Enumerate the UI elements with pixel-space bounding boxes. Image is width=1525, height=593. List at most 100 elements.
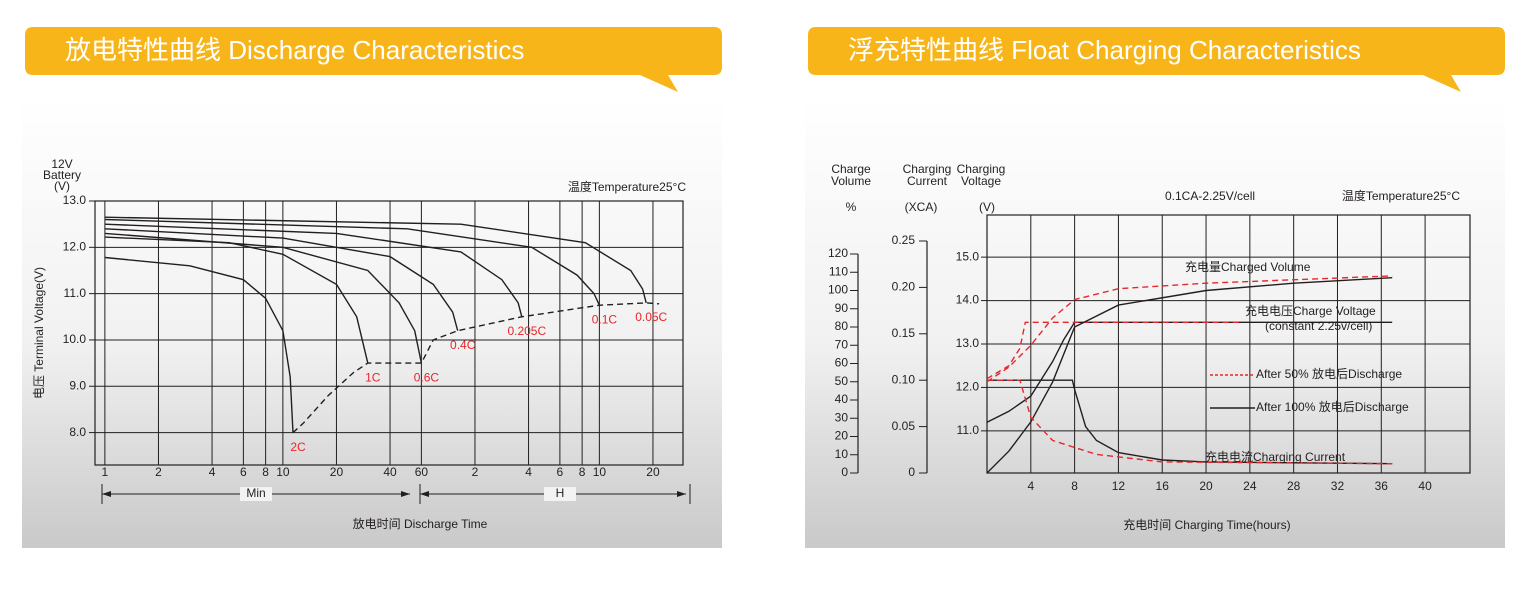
curve-label: 0.205C [507,324,546,338]
x-tick-label: 10 [276,465,290,479]
charge-curve [987,379,1393,465]
axis-title: (V) [54,179,70,193]
header-title: 放电特性曲线 Discharge Characteristics [65,35,524,65]
annotation: 温度Temperature25°C [1342,188,1461,203]
x-tick-label: 16 [1156,479,1170,493]
curve-label: 充电量Charged Volume [1185,259,1311,274]
range-label-bg [544,487,576,501]
x-axis-label: 放电时间 Discharge Time [353,516,488,531]
y-tick-label: 40 [835,392,849,406]
curve-label: 1C [365,370,381,384]
y-tick-label: 13.0 [956,336,980,350]
header-banner [25,27,722,92]
axis-title: Battery [43,168,81,182]
axis-title: (XCA) [905,200,938,214]
y-tick-label: 0 [908,465,915,479]
x-tick-label: 6 [240,465,247,479]
y-tick-label: 50 [835,374,849,388]
x-tick-label: 8 [1071,479,1078,493]
range-label-bg [240,487,272,501]
y-tick-label: 11.0 [64,286,87,300]
axis-title: Charging [957,162,1006,176]
y-tick-label: 15.0 [956,249,980,263]
y-tick-label: 0 [841,465,848,479]
x-tick-label: 28 [1287,479,1301,493]
x-tick-label: 4 [209,465,216,479]
x-tick-label: 40 [383,465,397,479]
header-title: 浮充特性曲线 Float Charging Characteristics [848,35,1361,65]
curve-label: 充电电压Charge Voltage [1245,303,1376,318]
discharge-curve [104,216,647,304]
y-tick-label: 8.0 [69,425,86,439]
curve-label: 0.1C [592,312,618,326]
panel [22,95,722,548]
y-tick-label: 70 [835,337,849,351]
x-axis-label: 充电时间 Charging Time(hours) [1123,517,1290,532]
x-tick-label: 36 [1375,479,1389,493]
discharge-curve [104,232,423,364]
y-tick-label: 100 [828,283,848,297]
y-tick-label: 0.10 [892,372,916,386]
y-tick-label: 10 [835,447,849,461]
x-tick-label: 6 [557,465,564,479]
header-banner [808,27,1505,92]
x-tick-label: 1 [102,465,109,479]
y-tick-label: 20 [835,429,849,443]
x-tick-label: 8 [262,465,269,479]
y-tick-label: 60 [835,356,849,370]
x-tick-label: 40 [1418,479,1432,493]
y-tick-label: 0.20 [892,280,916,294]
range-label: Min [246,486,265,500]
y-tick-label: 12.0 [956,380,980,394]
x-tick-label: 8 [579,465,586,479]
end-voltage-line [292,302,660,434]
y-tick-label: 30 [835,410,849,424]
y-tick-label: 120 [828,246,848,260]
charge-curve [986,321,1239,380]
charge-curve [987,379,1393,465]
x-tick-label: 2 [472,465,479,479]
legend-label: After 100% 放电后Discharge [1256,399,1409,414]
y-axis-label: 电压 Terminal Voltage(V) [32,267,46,399]
discharge-curve [104,256,294,433]
annotation: 温度Temperature25°C [568,179,687,194]
legend-label: After 50% 放电后Discharge [1256,366,1402,381]
curve-label: 0.6C [414,370,440,384]
x-tick-label: 20 [330,465,344,479]
axis-title: Volume [831,174,871,188]
x-tick-label: 60 [415,465,429,479]
y-tick-label: 12.0 [63,239,87,253]
x-tick-label: 2 [155,465,162,479]
charge-curve [986,277,1393,474]
curve-label: 0.05C [635,310,667,324]
axis-title: Voltage [961,174,1001,188]
y-tick-label: 13.0 [63,193,87,207]
axis-title: Charge [831,162,871,176]
y-tick-label: 0.05 [892,419,916,433]
x-tick-label: 20 [646,465,660,479]
y-tick-label: 11.0 [957,423,980,437]
x-tick-label: 24 [1243,479,1257,493]
x-tick-label: 4 [525,465,532,479]
axis-title: % [846,200,857,214]
y-tick-label: 10.0 [63,332,87,346]
curve-label: (constant 2.25v/cell) [1265,319,1372,333]
x-tick-label: 20 [1199,479,1213,493]
discharge-curve [104,223,523,317]
y-tick-label: 0.15 [892,326,916,340]
axis-title: 12V [51,157,72,171]
discharge-curve [104,228,459,331]
x-tick-label: 10 [593,465,607,479]
y-tick-label: 110 [829,264,848,278]
curve-label: 0.4C [450,338,476,352]
y-tick-label: 14.0 [956,293,980,307]
range-label: H [556,486,565,500]
x-tick-label: 12 [1112,479,1126,493]
y-tick-label: 9.0 [69,378,86,392]
curve-label: 2C [290,440,306,454]
y-tick-label: 90 [835,301,849,315]
x-tick-label: 4 [1027,479,1034,493]
discharge-curve [104,218,601,306]
y-tick-label: 0.25 [892,233,916,247]
